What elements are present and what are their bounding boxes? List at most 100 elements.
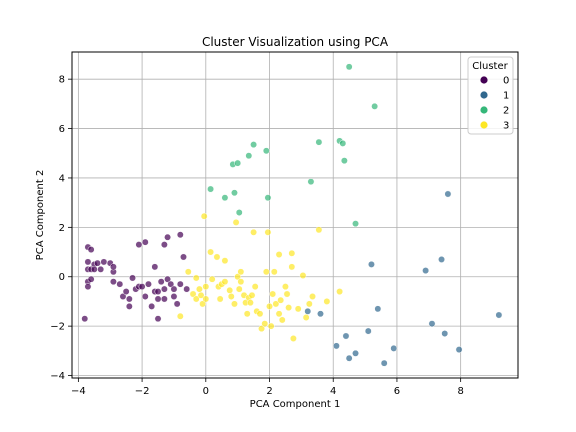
x-axis-ticks: −4 −2 0 2 4 6 8 [71,378,464,397]
cluster-3-point [248,291,256,299]
cluster-3-point [213,253,221,261]
cluster-0-point [84,283,92,291]
cluster-2-point [264,194,272,202]
cluster-2-point [231,189,238,197]
cluster-3-point [285,304,293,312]
cluster-2-point [245,152,253,160]
cluster-2-point [371,102,379,110]
cluster-3-point [216,295,224,303]
x-tick-label: 4 [330,386,336,397]
y-tick-label: −4 [50,371,65,382]
y-tick-label: −2 [50,322,65,333]
cluster-0-point [170,285,178,293]
legend-box [467,56,514,135]
cluster-1-point [438,256,445,263]
cluster-2-point [221,194,229,202]
cluster-1-point [444,190,452,198]
x-axis-label: PCA Component 1 [250,399,341,410]
cluster-0-point [160,285,168,293]
cluster-3-point [281,283,289,291]
cluster-1-point [332,342,340,350]
legend-title: Cluster [472,61,508,72]
cluster-3-point [234,273,242,281]
cluster-2-point [340,157,348,165]
cluster-0-point [125,302,133,310]
cluster-2-point [315,138,323,146]
x-tick-label: 8 [457,386,463,397]
cluster-3-point [315,226,323,234]
legend: Cluster 0 1 2 3 [467,56,514,135]
cluster-2-point [352,220,359,228]
cluster-0-point [154,295,162,303]
cluster-0-point [84,258,92,266]
legend-label-1: 1 [503,91,509,102]
cluster-0-point [87,246,95,254]
cluster-3-point [250,228,258,236]
cluster-0-point [116,280,124,288]
cluster-3-point [192,274,200,282]
cluster-3-point [246,299,254,307]
legend-label-3: 3 [503,121,509,132]
cluster-0-point [145,280,152,288]
cluster-3-point [294,305,302,313]
cluster-1-point [390,344,398,352]
cluster-0-point [94,259,101,267]
cluster-3-point [237,278,245,286]
cluster-3-point [232,218,240,226]
y-axis-label: PCA Component 2 [35,170,46,261]
x-tick-label: 0 [203,386,209,397]
cluster-1-point [441,330,449,337]
y-tick-label: 6 [59,124,65,135]
cluster-3-point [289,335,297,342]
cluster-3-point [272,300,280,308]
cluster-3-point [184,268,192,276]
cluster-3-point [288,249,296,257]
x-tick-label: 6 [394,386,400,397]
cluster-0-point [164,233,172,241]
cluster-3-point [192,295,200,303]
cluster-3-point [278,316,286,324]
cluster-3-point [199,300,207,308]
cluster-0-point [138,283,146,291]
cluster-3-point [302,314,310,321]
cluster-3-point [323,297,331,305]
cluster-0-point [160,295,168,303]
cluster-1-point [368,260,375,268]
cluster-1-point [352,349,359,357]
cluster-3-point [266,302,273,310]
legend-marker-3 [480,121,488,129]
cluster-3-point [251,283,259,291]
cluster-2-point [339,139,347,147]
cluster-0-point [100,258,108,266]
cluster-2-point [345,63,353,71]
cluster-0-point [119,293,127,300]
cluster-3-point [305,300,313,308]
cluster-1-point [422,267,430,275]
cluster-3-point [200,212,208,220]
cluster-2-point [234,159,242,167]
cluster-0-point [122,288,130,296]
cluster-3-point [202,283,210,291]
cluster-0-point [176,231,184,239]
cluster-0-point [157,278,165,286]
cluster-3-point [221,257,229,265]
cluster-0-point [141,293,149,300]
cluster-0-point [87,275,95,283]
cluster-1-point [495,311,503,319]
cluster-3-point [261,320,269,328]
cluster-3-point [237,268,245,276]
cluster-3-point [288,263,296,271]
cluster-0-point [154,315,162,323]
cluster-1-point [374,305,382,313]
cluster-3-point [231,300,238,308]
cluster-3-point [227,293,235,300]
y-axis-ticks: −4 −2 0 2 4 6 8 [50,75,72,382]
cluster-3-point [208,275,216,283]
chart-title: Cluster Visualization using PCA [202,35,389,49]
data-points [81,63,503,367]
cluster-3-point [189,290,197,298]
cluster-0-point [154,288,162,296]
cluster-2-point [307,178,315,186]
cluster-0-point [151,263,159,271]
